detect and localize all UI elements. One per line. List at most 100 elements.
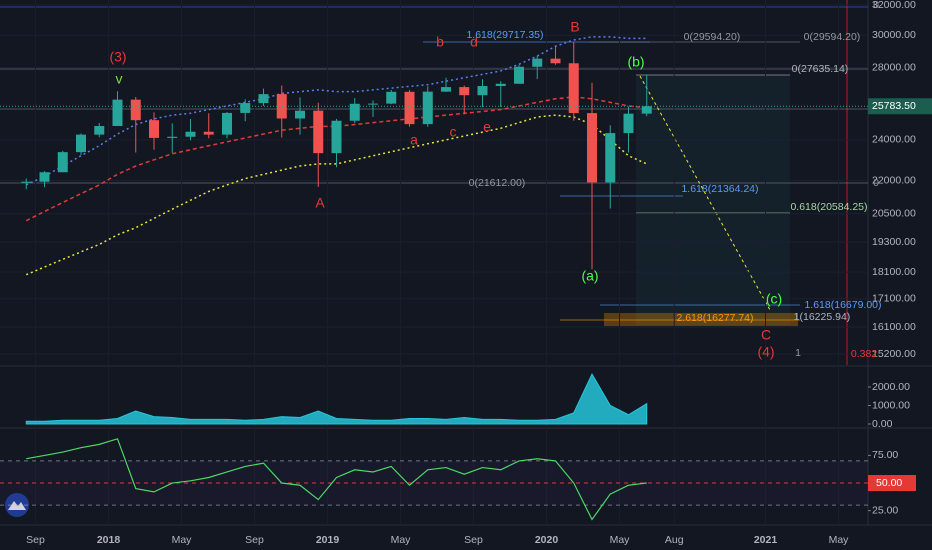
x-tick-label: May [610, 534, 631, 546]
annotation: 0(27635.14) [792, 63, 849, 75]
candle-body [568, 63, 579, 114]
x-tick-label: May [391, 534, 412, 546]
annotation: 0(29594.20) [804, 31, 861, 43]
candle-body [386, 91, 397, 104]
x-tick-label: Sep [245, 534, 264, 546]
x-tick-label: 2021 [754, 534, 778, 546]
x-tick-label: 2020 [535, 534, 559, 546]
area [25, 372, 648, 425]
candle-body [605, 133, 616, 183]
y-tick-label: 22000.00 [872, 174, 916, 186]
annotation: (b) [627, 54, 644, 70]
band-line [25, 96, 647, 222]
candle-body [76, 134, 86, 153]
annotation: 1 [795, 347, 801, 359]
candle-body [477, 86, 488, 96]
y-tick-label: 32000.00 [872, 0, 916, 11]
annotation: 0 [873, 177, 879, 189]
annotation: a [410, 132, 418, 148]
candle-body [459, 87, 470, 96]
y-tick-label: 15200.00 [872, 348, 916, 360]
candle-body [349, 103, 360, 121]
candle-body [641, 106, 652, 114]
annotation: b [436, 34, 444, 50]
annotation: d [470, 34, 478, 50]
y-tick-label: 0.00 [872, 418, 893, 430]
x-tick-label: May [829, 534, 850, 546]
y-tick-label: 1000.00 [872, 399, 910, 411]
candle-body [313, 110, 324, 154]
y-tick-label: 17100.00 [872, 293, 916, 305]
annotation: 2.618(16277.74) [676, 312, 753, 324]
annotation: (4) [757, 344, 774, 360]
y-tick-label: 25.00 [872, 504, 898, 516]
candle-body [240, 103, 251, 113]
rsi-line [26, 438, 647, 521]
candle-body [404, 91, 415, 125]
y-tick-label: 30000.00 [872, 29, 916, 41]
last-price-label: 25783.50 [872, 100, 916, 112]
x-tick-label: Sep [464, 534, 483, 546]
annotation: A [315, 195, 325, 211]
annotation: 1.618(21364.24) [681, 183, 758, 195]
candle-body [94, 126, 105, 135]
annotation: 0.382 [851, 348, 877, 360]
candle-body [441, 87, 451, 92]
annotation: c [450, 124, 457, 140]
mid-tag [868, 475, 916, 492]
candle-body [149, 120, 159, 138]
candle-body [21, 181, 32, 183]
projection-line [639, 75, 771, 311]
annotation: (c) [766, 291, 782, 307]
candle-body [368, 103, 378, 105]
annotation: 1(16225.94) [794, 311, 851, 323]
y-tick-label: 75.00 [872, 449, 898, 461]
mid-label: 50.00 [876, 477, 902, 489]
candle-body [39, 172, 50, 182]
annotation: 0 [873, 0, 879, 11]
candle-body [112, 99, 123, 127]
y-tick-label: 19300.00 [872, 236, 916, 248]
candle-body [276, 94, 287, 119]
candle-body [167, 136, 178, 138]
candle-body [422, 91, 433, 125]
annotation: 1.618(16679.00) [804, 299, 881, 311]
y-tick-label: 20500.00 [872, 208, 916, 220]
annotation: 0(29594.20) [684, 31, 741, 43]
annotation: 0(21612.00) [469, 177, 526, 189]
candle-body [295, 110, 305, 119]
projection-zone [636, 75, 790, 325]
x-tick-label: 2019 [316, 534, 340, 546]
candle-body [130, 99, 141, 121]
candle-body [331, 120, 342, 154]
last-price-tag [868, 98, 932, 115]
candle-body [587, 113, 597, 183]
x-tick-label: 2018 [97, 534, 121, 546]
y-tick-label: 2000.00 [872, 381, 910, 393]
candle-body [514, 66, 524, 84]
band-line [25, 36, 647, 186]
y-tick-label: 16100.00 [872, 321, 916, 333]
candle-body [623, 113, 634, 134]
x-tick-label: May [172, 534, 193, 546]
y-tick-label: 24000.00 [872, 134, 916, 146]
candle-body [532, 58, 543, 67]
x-tick-label: Sep [26, 534, 45, 546]
annotation: B [570, 19, 579, 35]
annotation: 1.618(29717.35) [466, 29, 543, 41]
annotation: e [483, 119, 491, 135]
candle-body [57, 152, 68, 173]
candle-body [495, 83, 506, 87]
candle-body [258, 94, 269, 104]
x-tick-label: Aug [665, 534, 684, 546]
annotation: (a) [581, 268, 598, 284]
annotation: C [761, 327, 771, 343]
annotation: v [116, 71, 123, 87]
annotation: (3) [109, 49, 126, 65]
candle-body [550, 58, 561, 64]
candle-body [222, 112, 232, 135]
candle-body [203, 131, 214, 135]
annotation: 0.618(20584.25) [790, 201, 867, 213]
y-tick-label: 28000.00 [872, 61, 916, 73]
